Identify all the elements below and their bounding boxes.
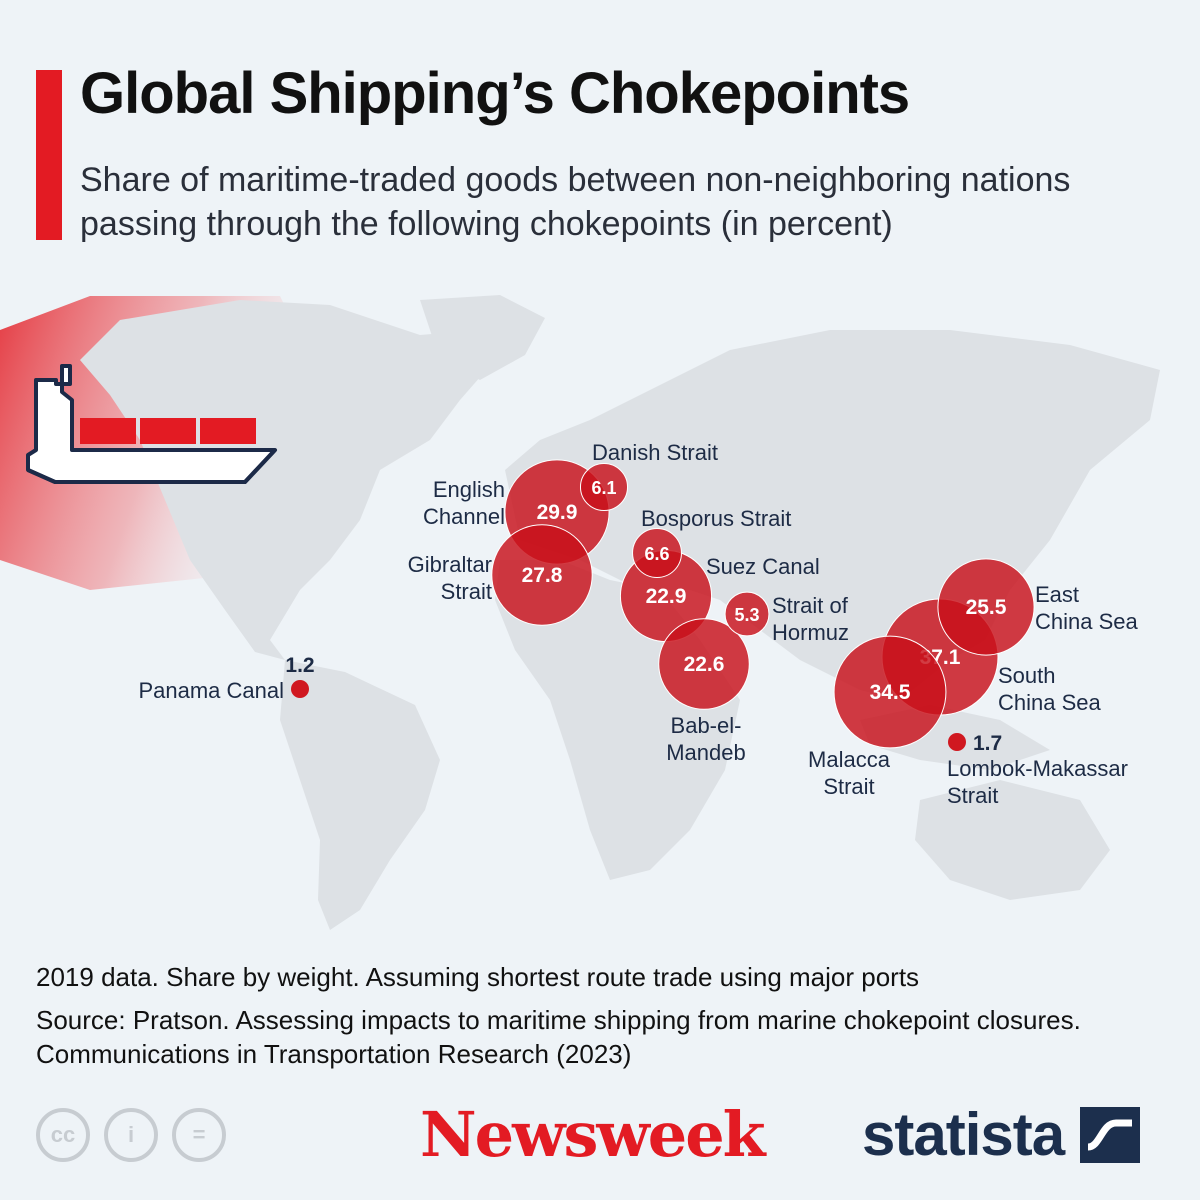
value-label-bosporus-strait: 6.6 [644,544,669,564]
label-malacca-strait: Malacca Strait [808,747,891,799]
label-lombok-makassar-strait: Lombok-Makassar Strait [947,756,1128,808]
north-america-shape [80,300,495,660]
cc-icon[interactable]: cc [36,1108,90,1162]
value-label-lombok-makassar-strait: 1.7 [973,732,1002,755]
bubble-bab-el-mandeb [658,618,750,710]
bubble-bosporus-strait [632,528,682,578]
value-label-strait-of-hormuz: 5.3 [734,605,759,625]
label-bab-el-mandeb: Bab-el-Mandeb [666,713,746,765]
label-gibraltar-strait: Gibraltar Strait [408,552,492,604]
label-strait-of-hormuz: Strait of Hormuz [772,593,849,645]
bubble-strait-of-hormuz [724,591,770,637]
statista-mark-icon [1080,1106,1141,1163]
label-danish-strait: Danish Strait [592,440,718,465]
greenland-shape [420,295,545,380]
bubble-danish-strait [579,462,629,512]
value-label-bab-el-mandeb: 22.6 [684,653,725,676]
title-accent-bar [36,70,62,240]
value-label-english-channel: 29.9 [537,501,578,524]
bubble-panama-canal [291,680,309,698]
value-label-east-china-sea: 25.5 [966,596,1007,619]
bubbles-layer: 37.134.529.927.825.522.922.66.66.15.31.7… [285,459,1035,755]
australia-shape [915,780,1110,900]
bubble-lombok-makassar-strait [948,733,966,751]
label-suez-canal: Suez Canal [706,554,820,579]
south-america-shape [280,660,440,930]
label-panama-canal: Panama Canal [138,678,284,703]
value-label-suez-canal: 22.9 [646,585,687,608]
source-note: Source: Pratson. Assessing impacts to ma… [36,1005,1081,1070]
value-label-danish-strait: 6.1 [591,478,616,498]
license-icons: cc i = [36,1108,226,1162]
label-east-china-sea: East China Sea [1035,582,1139,634]
statista-logo[interactable]: statista [862,1101,1065,1168]
label-english-channel: English Channel [423,477,505,529]
statista-brand[interactable]: statista [862,1100,1141,1169]
value-label-gibraltar-strait: 27.8 [522,564,563,587]
bubble-gibraltar-strait [491,524,593,626]
attribution-icon[interactable]: i [104,1108,158,1162]
value-label-panama-canal: 1.2 [285,654,314,677]
label-bosporus-strait: Bosporus Strait [641,506,791,531]
value-label-malacca-strait: 34.5 [870,681,911,704]
no-derivatives-icon[interactable]: = [172,1108,226,1162]
labels-layer: Danish Strait English Channel Gibraltar Stra… [138,440,1138,808]
page-title: Global Shipping’s Chokepoints [80,61,910,126]
page-subtitle: Share of maritime-traded goods between n… [80,161,1071,244]
label-south-china-sea: South China Sea [998,663,1102,715]
footnote: 2019 data. Share by weight. Assuming sho… [36,962,920,992]
newsweek-logo[interactable]: Newsweek [420,1098,766,1171]
bubble-malacca-strait [833,635,947,749]
bubble-east-china-sea [937,558,1035,656]
container-ship-icon [26,364,277,484]
